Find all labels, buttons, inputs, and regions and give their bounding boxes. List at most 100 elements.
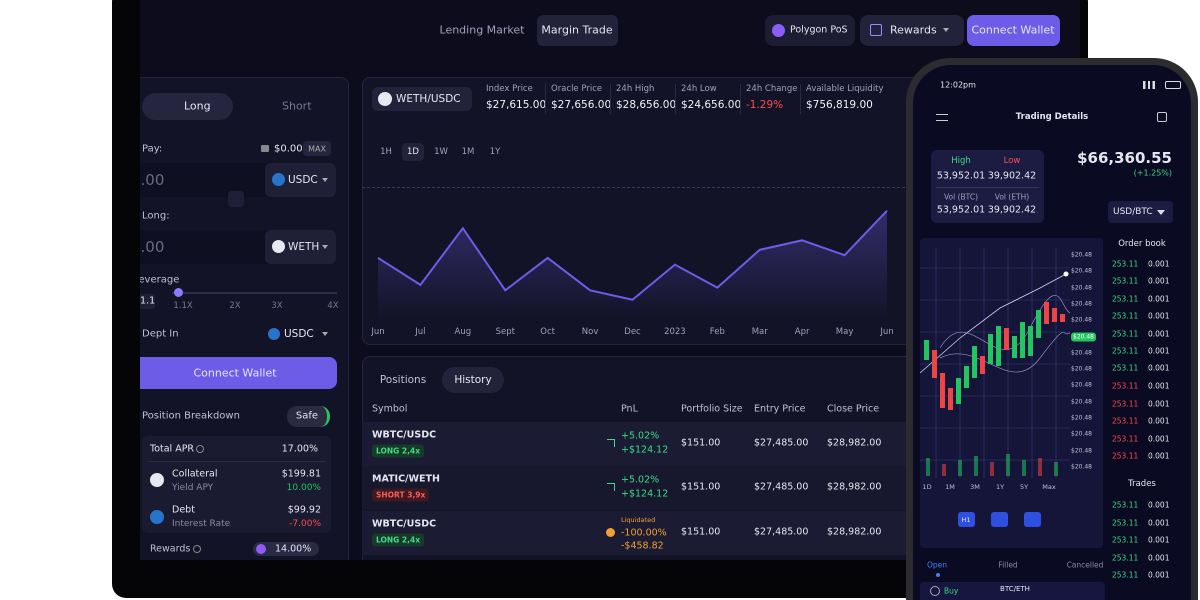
candle-grid [920,248,1070,478]
volume-bar [1054,462,1058,476]
book-amount: 0.001 [1148,399,1170,408]
token-label[interactable]: WETH [288,241,320,253]
stat-divider [740,84,741,114]
range-button[interactable]: 1D [922,483,932,491]
cell: $151.00 [681,437,721,449]
order-row [920,582,1105,600]
divider [148,461,326,462]
column-header: PnL [621,403,638,415]
range-button[interactable]: 1M [945,483,955,491]
token-label[interactable]: USDC [284,328,314,340]
button-label[interactable]: Connect Wallet [193,366,277,380]
network-label[interactable]: Polygon PoS [790,24,848,36]
connect-button[interactable] [140,357,337,389]
max-pill[interactable] [303,141,331,156]
order-tab[interactable]: Cancelled [1066,560,1104,570]
label: Collateral [172,468,218,480]
label: Low [1003,156,1021,166]
token-icon [150,510,164,524]
timeframe[interactable]: 1M [461,147,475,157]
tool-button[interactable] [958,512,975,527]
dashed-line [362,187,910,188]
caret [943,28,949,32]
stat-divider [675,84,676,114]
nav-active-bg[interactable] [537,15,618,46]
order-tab[interactable]: Filled [998,560,1018,570]
range-button[interactable]: 1Y [995,483,1005,491]
tool-label[interactable]: H1 [961,516,971,524]
leverage-input[interactable] [140,294,155,309]
label: 39,902.42 [987,170,1037,182]
label: 53,952.01 [936,204,986,216]
volume-bar [942,464,946,476]
volume-bar [1022,460,1026,476]
tab-active[interactable] [442,367,504,393]
input-value: 0.00 [140,238,165,256]
axis-label: $20.48 [1071,398,1092,406]
share-icon[interactable] [1157,112,1167,122]
column-header: Close Price [827,403,880,415]
candle [988,334,993,364]
nav-link[interactable]: Lending Market [439,23,525,37]
pair-label[interactable]: USD/BTC [1113,207,1153,217]
rewards-icon [870,24,882,36]
label: Vol (ETH) [994,192,1030,202]
trend-icon [607,483,615,491]
stat-label: 24h High [616,84,655,94]
caret [322,245,328,249]
connect-button[interactable] [967,15,1060,46]
label: $199.81 [281,468,321,480]
long-tab[interactable] [142,93,233,120]
rewards-label[interactable]: Rewards [890,23,937,37]
info-icon [196,445,204,453]
order-tab[interactable]: Open [926,560,948,570]
timeframe[interactable]: 1H [380,147,392,157]
section-title: Order book [1118,239,1166,249]
trade-price: 253.11 [1112,518,1139,527]
timeframe[interactable]: 1W [434,147,448,157]
tab-label[interactable]: Positions [379,374,427,386]
range-button[interactable]: 5Y [1019,483,1029,491]
timeframe[interactable]: 1Y [489,147,501,157]
timeframe-active[interactable] [402,143,424,161]
menu-icon [936,114,948,121]
x-tick-label: Jun [371,327,385,337]
table-row [362,466,910,510]
screen-content: Lending Market Margin Trade Polygon PoS Rew… [140,0,1080,560]
pair-label[interactable]: WETH/USDC [396,93,461,105]
trend-point [1063,271,1069,277]
trend-icon [607,439,615,447]
range-button[interactable]: 3M [970,483,980,491]
book-amount: 0.001 [1148,294,1170,304]
side-badge: LONG 2,4x [372,533,425,547]
nav-link[interactable]: Margin Trade [541,23,613,37]
price-area [378,210,887,320]
swap-button[interactable] [228,191,244,207]
column-header: Entry Price [754,403,806,415]
axis-label: $20.48 [1071,267,1092,275]
timeframe[interactable]: 1D [407,147,419,157]
cell: $27,485.00 [754,481,809,493]
pair-select[interactable] [1108,201,1173,223]
pnl: +$124.12 [621,488,669,500]
book-amount: 0.001 [1148,259,1170,269]
label: Yield APY [172,483,214,493]
tab-label[interactable]: Long [184,99,211,113]
slider-track[interactable] [172,292,337,294]
tab-label[interactable]: History [454,374,492,386]
pnl: +5.02% [621,430,660,442]
rewards-icon [256,544,266,554]
slider-knob[interactable] [174,288,183,297]
tool-button[interactable] [991,512,1008,527]
connect-label[interactable]: Connect Wallet [971,23,1055,37]
stat-value: $27,615.00 [486,99,547,111]
tool-button[interactable] [1024,512,1041,527]
stat-divider [610,84,611,114]
label: -7.00% [289,519,321,529]
token-icon [268,328,280,340]
price: $66,360.55 [1077,149,1172,167]
max-label[interactable]: MAX [308,144,326,154]
token-label[interactable]: USDC [288,174,318,186]
tab-label[interactable]: Short [282,99,312,113]
range-button[interactable]: Max [1042,483,1056,491]
